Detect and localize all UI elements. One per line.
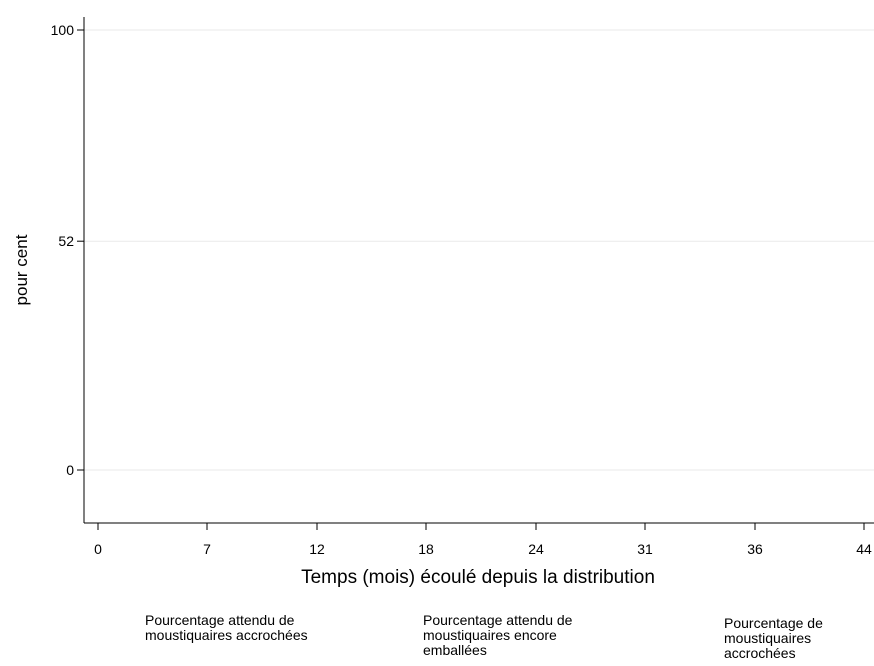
x-tick-label-24: 24: [528, 541, 544, 557]
x-axis-ticks: 0 7 12 18 24 31 36 44: [94, 523, 872, 557]
x-tick-label-31: 31: [637, 541, 653, 557]
x-tick-label-7: 7: [203, 541, 211, 557]
x-tick-label-0: 0: [94, 541, 102, 557]
gridlines: [84, 29, 874, 471]
x-tick-label-44: 44: [856, 541, 872, 557]
x-tick-label-18: 18: [418, 541, 434, 557]
x-tick-label-36: 36: [747, 541, 763, 557]
y-axis-ticks: 0 52 100: [51, 22, 84, 478]
legend-entry-observed-hung: Pourcentage de moustiquaires accrochées: [724, 615, 823, 661]
y-tick-label-100: 100: [51, 22, 75, 38]
y-axis-label: pour cent: [12, 234, 31, 305]
x-axis-label: Temps (mois) écoulé depuis la distributi…: [301, 567, 655, 588]
y-tick-label-0: 0: [66, 462, 74, 478]
legend-entry-expected-packed: Pourcentage attendu de moustiquaires enc…: [423, 612, 573, 658]
y-tick-label-52: 52: [58, 233, 74, 249]
legend-entry-expected-hung: Pourcentage attendu de moustiquaires acc…: [145, 612, 308, 643]
x-tick-label-12: 12: [309, 541, 325, 557]
